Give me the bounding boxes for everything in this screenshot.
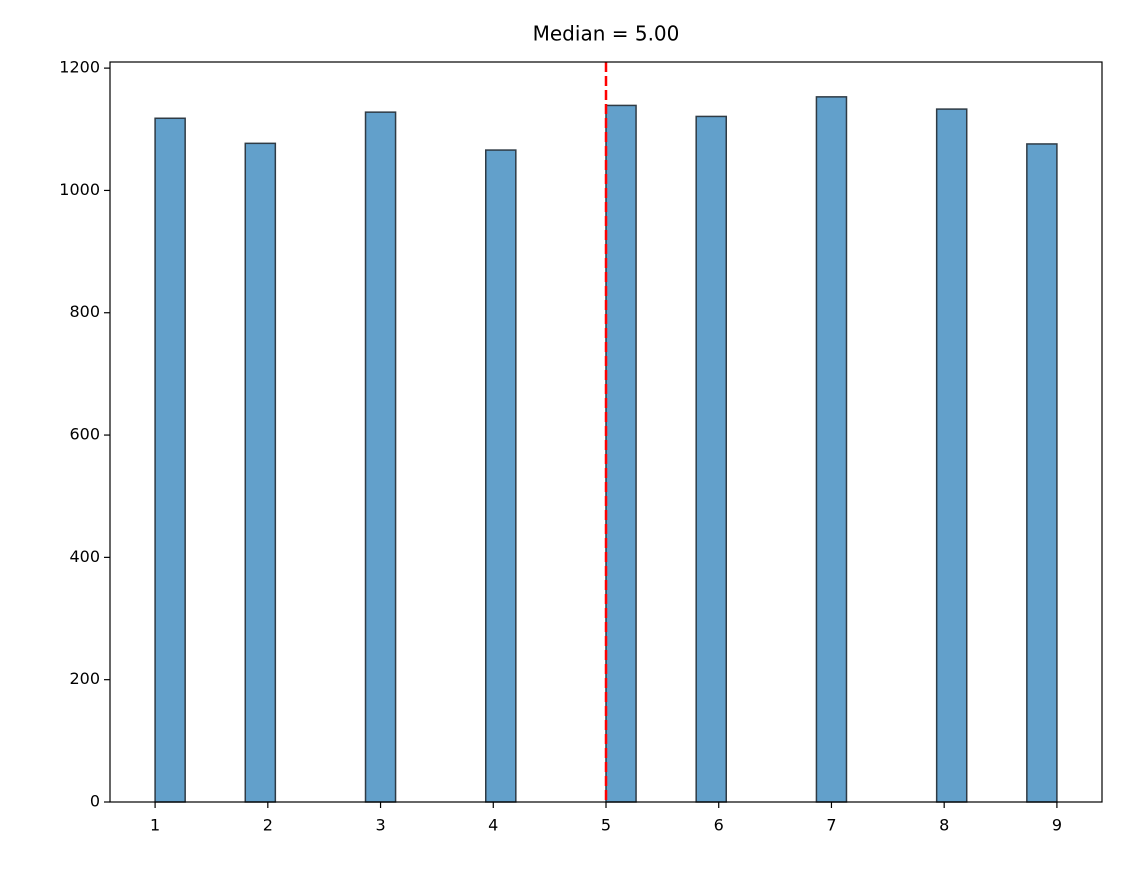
chart-title: Median = 5.00: [533, 22, 680, 46]
y-tick-label: 800: [69, 302, 100, 321]
bar: [605, 104, 637, 803]
y-tick-label: 200: [69, 669, 100, 688]
y-tick-label: 1000: [59, 180, 100, 199]
bar: [1026, 143, 1058, 803]
y-tick-label: 600: [69, 425, 100, 444]
bar: [244, 142, 277, 803]
y-tick-label: 0: [90, 792, 100, 811]
x-tick-label: 9: [1052, 816, 1062, 835]
x-tick-label: 7: [826, 816, 836, 835]
bar: [815, 96, 848, 803]
x-tick-label: 6: [714, 816, 724, 835]
bar: [154, 117, 186, 803]
x-tick-label: 4: [488, 816, 498, 835]
y-tick-label: 1200: [59, 58, 100, 77]
x-tick-label: 1: [150, 816, 160, 835]
x-tick-label: 8: [939, 816, 949, 835]
bar: [364, 111, 397, 803]
bar: [695, 115, 727, 803]
y-tick-label: 400: [69, 547, 100, 566]
x-tick-label: 5: [601, 816, 611, 835]
bar: [485, 149, 517, 803]
x-tick-label: 2: [263, 816, 273, 835]
bar: [935, 108, 968, 803]
x-tick-label: 3: [375, 816, 385, 835]
